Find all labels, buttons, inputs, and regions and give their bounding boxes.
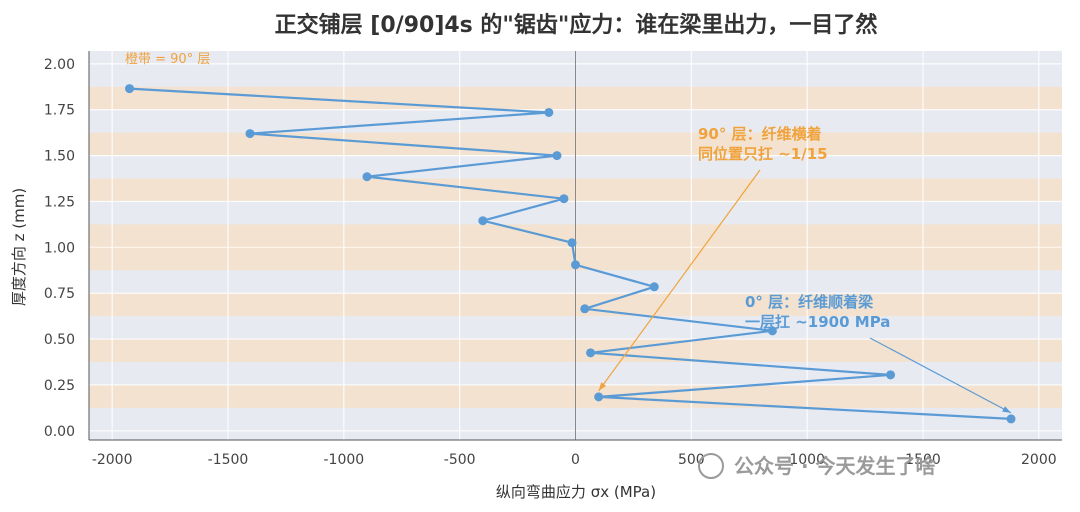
data-point-12: [586, 348, 596, 358]
y-tick-label-2: 0.50: [44, 332, 75, 348]
data-point-10: [580, 304, 590, 314]
x-tick-label-1: -1500: [208, 452, 249, 468]
data-point-14: [594, 392, 604, 402]
x-tick-label-8: 2000: [1021, 452, 1057, 468]
x-tick-label-0: -2000: [92, 452, 133, 468]
watermark: 公众号 · 今天发生了啥: [698, 453, 937, 479]
data-point-13: [886, 370, 896, 380]
data-point-6: [478, 216, 488, 226]
data-point-15: [1006, 414, 1016, 424]
y-tick-label-4: 1.00: [44, 240, 75, 256]
annotation-0-arrowhead: [598, 382, 607, 391]
watermark-text: 公众号 · 今天发生了啥: [734, 454, 937, 478]
stress-series-line: [129, 87, 1012, 420]
x-tick-label-7: 1500: [905, 452, 941, 468]
x-tick-label-6: 1000: [789, 452, 825, 468]
data-point-9: [649, 282, 659, 292]
data-point-5: [559, 194, 569, 204]
x-tick-label-2: -1000: [323, 452, 364, 468]
annotation-1-arrowhead: [1002, 406, 1012, 413]
x-axis-label: 纵向弯曲应力 σx (MPa): [496, 483, 656, 501]
y-tick-label-5: 1.25: [44, 194, 75, 210]
annotation-1-arrow-line: [869, 337, 1012, 414]
x-tick-label-4: 0: [571, 452, 580, 468]
y-axis-label: 厚度方向 z (mm): [10, 188, 28, 306]
data-point-4: [362, 172, 372, 182]
annotation-0-line-1: 同位置只扛 ~1/15: [698, 145, 828, 163]
y-tick-label-7: 1.75: [44, 103, 75, 119]
data-point-11: [767, 326, 777, 336]
y-tick-label-6: 1.50: [44, 149, 75, 165]
x-tick-label-5: 500: [678, 452, 705, 468]
y-tick-label-1: 0.25: [44, 378, 75, 394]
data-point-3: [552, 151, 562, 161]
x-tick-label-3: -500: [444, 452, 476, 468]
data-point-7: [567, 238, 577, 248]
data-point-1: [544, 107, 554, 117]
y-tick-label-0: 0.00: [44, 424, 75, 440]
annotation-1-line-1: 一层扛 ~1900 MPa: [745, 313, 890, 331]
band-legend-text: 橙带 = 90° 层: [125, 52, 210, 67]
chart-title: 正交铺层 [0/90]4s 的"锯齿"应力：谁在梁里出力，一目了然: [275, 12, 878, 38]
plot-area: -2000 -1500 -1000 -500 0 500 1000 1500 2000 0.00 0…: [44, 51, 1062, 468]
annotation-1-line-0: 0° 层：纤维顺着梁: [745, 293, 874, 311]
annotation-0-arrow-line: [598, 169, 761, 392]
data-point-0: [125, 84, 135, 94]
data-point-8: [571, 260, 580, 270]
y-tick-label-3: 0.75: [44, 286, 75, 302]
data-point-2: [245, 129, 255, 139]
y-tick-label-8: 2.00: [44, 57, 75, 73]
wechat-icon: [698, 453, 724, 479]
annotation-0-line-0: 90° 层：纤维横着: [698, 125, 822, 143]
